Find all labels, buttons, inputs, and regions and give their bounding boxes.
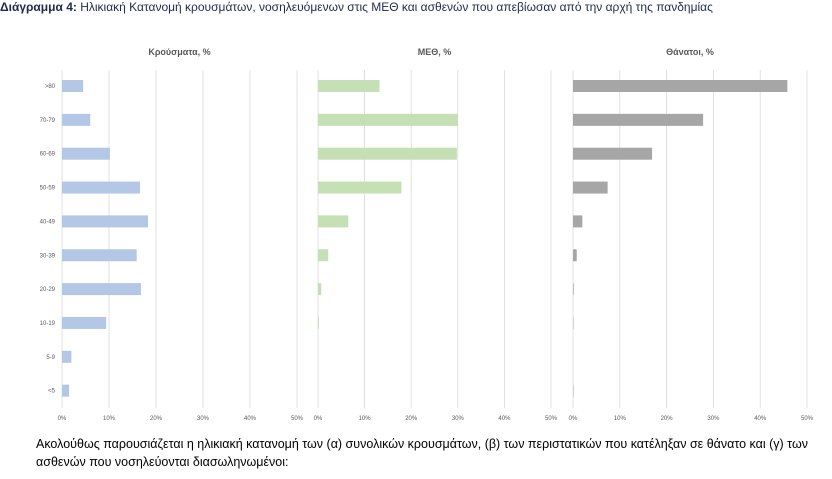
bar	[318, 181, 402, 194]
x-tick-label: 50%	[545, 416, 558, 422]
caption-label: Διάγραμμα 4:	[0, 0, 77, 14]
x-tick-label: 0%	[314, 416, 323, 422]
x-tick-label: 40%	[244, 416, 257, 422]
x-tick-label: 0%	[58, 416, 67, 422]
x-tick-label: 40%	[498, 416, 511, 422]
category-label: 10-19	[40, 321, 56, 327]
x-tick-label: 0%	[569, 416, 578, 422]
bar	[573, 147, 653, 160]
bar	[62, 283, 141, 296]
x-tick-label: 20%	[405, 416, 418, 422]
bar	[573, 113, 704, 126]
x-tick-label: 10%	[614, 416, 627, 422]
x-tick-label: 30%	[452, 416, 465, 422]
bar	[62, 350, 72, 363]
x-tick-label: 50%	[291, 416, 304, 422]
category-label: 5-9	[46, 355, 55, 361]
bar	[573, 181, 608, 194]
x-tick-label: 10%	[359, 416, 372, 422]
bar	[62, 316, 107, 329]
category-label: 50-59	[40, 186, 56, 192]
x-tick-label: 40%	[754, 416, 767, 422]
chart-title: ΜΕΘ, %	[418, 47, 452, 57]
bar	[62, 80, 84, 92]
category-label: >80	[45, 84, 56, 90]
x-tick-label: 30%	[197, 416, 210, 422]
bar	[62, 113, 91, 126]
figure-caption: Διάγραμμα 4: Ηλικιακή Κατανομή κρουσμάτω…	[0, 0, 832, 18]
age-distribution-charts: Κρούσματα, % >80 70-79 60-69 50-59 40-49 30-39…	[40, 47, 814, 422]
bar	[62, 147, 110, 160]
bar	[62, 215, 149, 228]
bar	[318, 316, 319, 329]
category-label: 70-79	[40, 118, 56, 124]
chart-title: Κρούσματα, %	[148, 47, 210, 57]
x-tick-label: 20%	[661, 416, 674, 422]
x-tick-label: 30%	[707, 416, 720, 422]
bar	[573, 249, 577, 262]
bar	[573, 80, 788, 92]
bar	[62, 249, 137, 262]
bar	[573, 283, 574, 296]
bar	[318, 147, 457, 160]
category-label: 30-39	[40, 253, 56, 259]
bar	[318, 80, 380, 92]
category-label: <5	[48, 389, 56, 395]
category-label: 20-29	[40, 287, 56, 293]
bar	[318, 215, 349, 228]
body-paragraph: Ακολούθως παρουσιάζεται η ηλικιακή καταν…	[36, 437, 808, 469]
bar	[62, 384, 70, 397]
category-label: 60-69	[40, 152, 56, 158]
bar	[318, 283, 322, 296]
bar	[318, 249, 329, 262]
bar	[573, 215, 583, 228]
x-tick-label: 10%	[103, 416, 116, 422]
bar	[318, 113, 458, 126]
x-tick-label: 50%	[801, 416, 814, 422]
chart-title: Θάνατοι, %	[666, 47, 714, 57]
caption-text: Ηλικιακή Κατανομή κρουσμάτων, νοσηλευόμε…	[80, 0, 713, 14]
x-tick-label: 20%	[150, 416, 163, 422]
category-label: 40-49	[40, 219, 56, 225]
bar	[62, 181, 141, 194]
